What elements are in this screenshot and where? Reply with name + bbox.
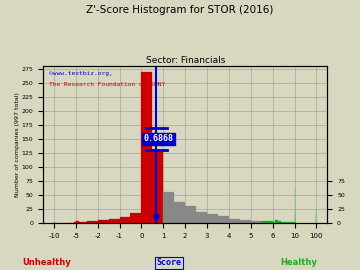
Text: 0.6868: 0.6868	[144, 134, 174, 143]
Bar	[292, 222, 294, 223]
Bar	[289, 222, 292, 223]
Bar	[284, 222, 287, 223]
Bar	[152, 150, 163, 223]
Bar	[278, 221, 281, 223]
Text: ©www.textbiz.org,: ©www.textbiz.org,	[49, 71, 112, 76]
Bar	[90, 221, 94, 223]
Text: Unhealthy: Unhealthy	[22, 258, 71, 267]
Y-axis label: Number of companies (997 total): Number of companies (997 total)	[15, 92, 20, 197]
Bar	[163, 192, 174, 223]
Bar	[281, 222, 284, 223]
Bar	[287, 222, 289, 223]
Bar	[54, 222, 56, 223]
Bar	[229, 219, 240, 223]
Bar	[218, 216, 229, 223]
Bar	[174, 202, 185, 223]
Text: The Research Foundation of SUNY: The Research Foundation of SUNY	[49, 82, 165, 87]
Title: Sector: Financials: Sector: Financials	[145, 56, 225, 65]
Bar	[83, 222, 87, 223]
Bar	[63, 222, 65, 223]
Bar	[80, 222, 83, 223]
Bar	[73, 222, 76, 223]
Bar	[130, 213, 141, 223]
Bar	[207, 214, 218, 223]
Bar	[141, 72, 152, 223]
Bar	[69, 222, 71, 223]
Bar	[240, 220, 251, 223]
Text: Score: Score	[157, 258, 182, 267]
Bar	[262, 221, 273, 223]
Bar	[71, 222, 73, 223]
Bar	[98, 220, 109, 223]
Bar	[94, 221, 98, 223]
Bar	[273, 222, 275, 223]
Text: Healthy: Healthy	[280, 258, 317, 267]
Bar	[251, 221, 262, 223]
Bar	[120, 217, 130, 223]
Bar	[87, 221, 90, 223]
Bar	[76, 221, 80, 223]
Bar	[275, 220, 278, 223]
Bar	[185, 206, 196, 223]
Bar	[196, 212, 207, 223]
Bar	[109, 219, 120, 223]
Text: Z'-Score Histogram for STOR (2016): Z'-Score Histogram for STOR (2016)	[86, 5, 274, 15]
